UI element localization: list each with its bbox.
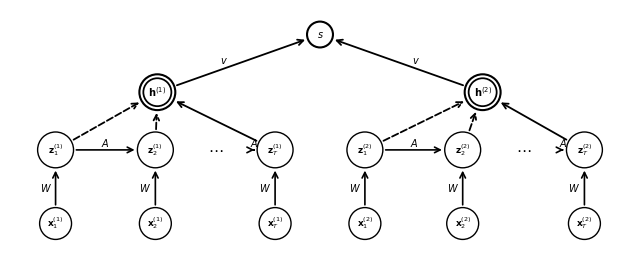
Circle shape: [140, 74, 175, 110]
Text: $A$: $A$: [250, 137, 259, 149]
Text: $s$: $s$: [317, 30, 323, 40]
Text: $W$: $W$: [568, 182, 580, 194]
Text: $A$: $A$: [101, 137, 109, 149]
Text: $\mathbf{z}_T^{(1)}$: $\mathbf{z}_T^{(1)}$: [268, 142, 283, 158]
Circle shape: [307, 21, 333, 47]
Text: $\mathbf{z}_2^{(2)}$: $\mathbf{z}_2^{(2)}$: [455, 142, 470, 158]
Text: $\mathbf{z}_T^{(2)}$: $\mathbf{z}_T^{(2)}$: [577, 142, 592, 158]
Text: $W$: $W$: [40, 182, 52, 194]
Text: $\mathbf{x}_T^{(2)}$: $\mathbf{x}_T^{(2)}$: [576, 216, 593, 231]
Text: $W$: $W$: [140, 182, 151, 194]
Text: $\mathbf{z}_2^{(1)}$: $\mathbf{z}_2^{(1)}$: [147, 142, 163, 158]
Text: $\mathbf{x}_2^{(1)}$: $\mathbf{x}_2^{(1)}$: [147, 216, 164, 231]
Text: $A$: $A$: [559, 137, 567, 149]
Circle shape: [465, 74, 500, 110]
Text: $\mathbf{x}_1^{(1)}$: $\mathbf{x}_1^{(1)}$: [47, 216, 64, 231]
Text: $\cdots$: $\cdots$: [516, 143, 531, 157]
Text: $\mathbf{x}_2^{(2)}$: $\mathbf{x}_2^{(2)}$: [454, 216, 471, 231]
Text: $W$: $W$: [349, 182, 361, 194]
Circle shape: [568, 208, 600, 239]
Text: $\mathbf{z}_1^{(1)}$: $\mathbf{z}_1^{(1)}$: [48, 142, 63, 158]
Circle shape: [349, 208, 381, 239]
Circle shape: [447, 208, 479, 239]
Circle shape: [566, 132, 602, 168]
Text: $\mathbf{x}_T^{(1)}$: $\mathbf{x}_T^{(1)}$: [267, 216, 284, 231]
Text: $\mathbf{h}^{(2)}$: $\mathbf{h}^{(2)}$: [474, 85, 492, 99]
Circle shape: [140, 208, 172, 239]
Text: $\mathbf{z}_1^{(2)}$: $\mathbf{z}_1^{(2)}$: [357, 142, 372, 158]
Text: $v$: $v$: [412, 56, 420, 66]
Text: $\mathbf{x}_1^{(2)}$: $\mathbf{x}_1^{(2)}$: [356, 216, 373, 231]
Circle shape: [38, 132, 74, 168]
Text: $\mathbf{h}^{(1)}$: $\mathbf{h}^{(1)}$: [148, 85, 166, 99]
Circle shape: [138, 132, 173, 168]
Circle shape: [40, 208, 72, 239]
Circle shape: [347, 132, 383, 168]
Text: $v$: $v$: [220, 56, 228, 66]
Text: $A$: $A$: [410, 137, 418, 149]
Text: $W$: $W$: [259, 182, 271, 194]
Circle shape: [445, 132, 481, 168]
Text: $W$: $W$: [447, 182, 459, 194]
Circle shape: [257, 132, 293, 168]
Text: $\cdots$: $\cdots$: [207, 143, 223, 157]
Circle shape: [259, 208, 291, 239]
